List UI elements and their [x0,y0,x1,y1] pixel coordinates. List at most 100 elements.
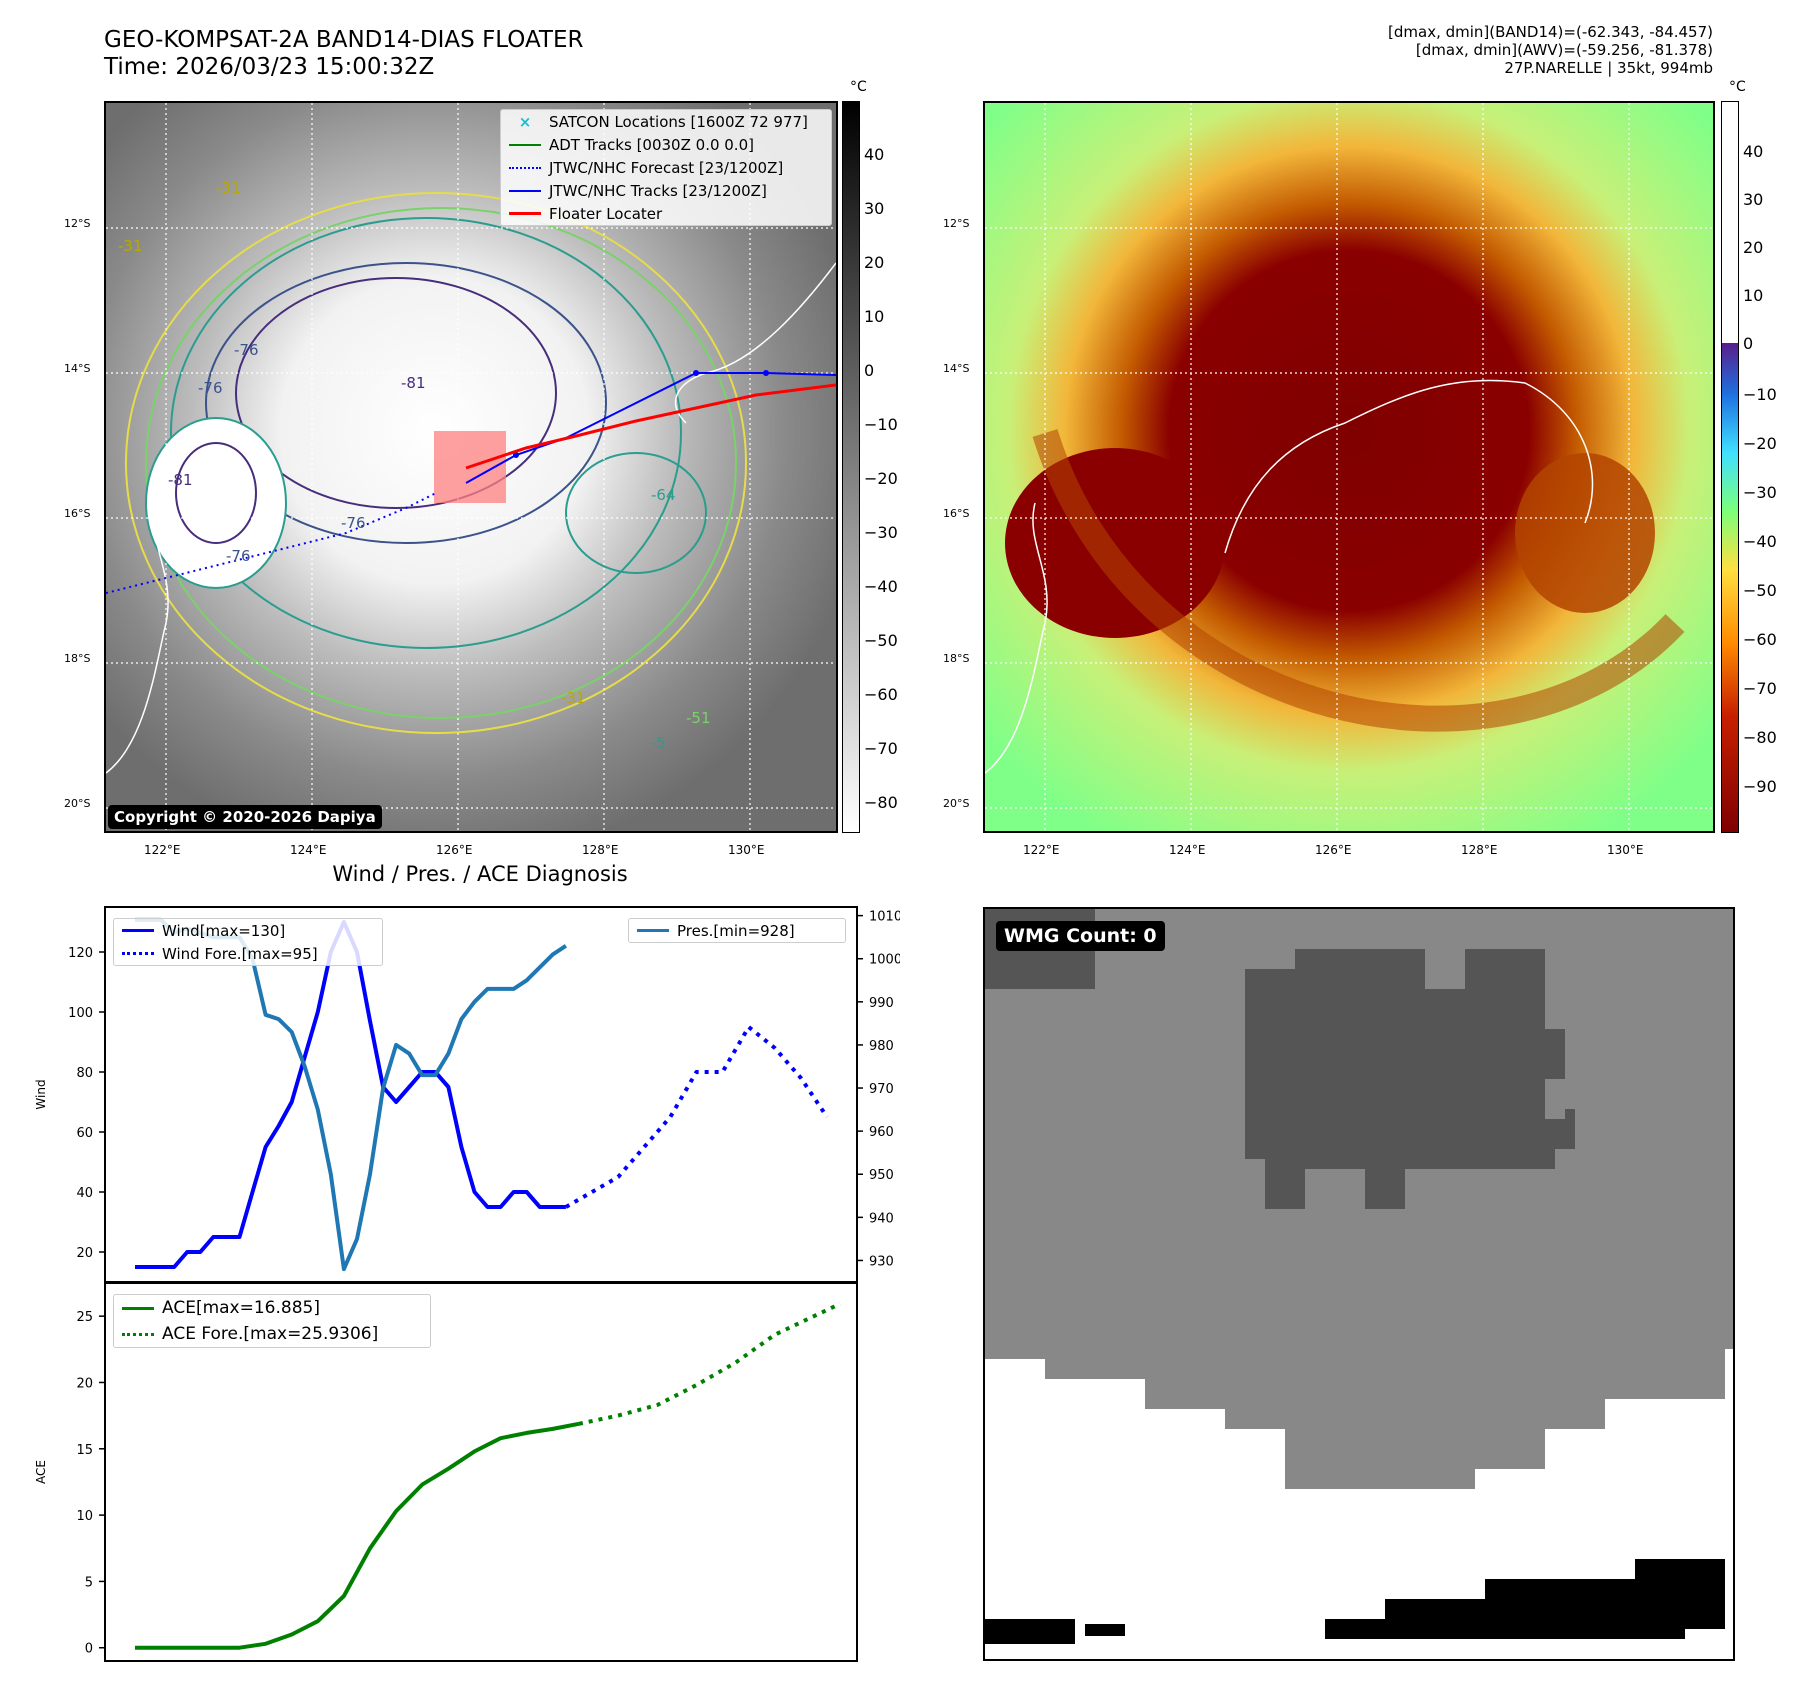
awv-colorbar [1721,101,1739,833]
lat-label: 12°S [943,217,970,230]
contour-teal [170,217,682,649]
awv-map-image [985,103,1713,831]
info-band14: [dmax, dmin](BAND14)=(-62.343, -84.457) [1388,23,1713,41]
legend-satcon: × SATCON Locations [1600Z 72 977] [501,110,831,133]
legend-label: Pres.[min=928] [677,921,795,940]
lon-label: 124°E [290,843,327,857]
ir-title-line1: GEO-KOMPSAT-2A BAND14-DIAS FLOATER [104,27,584,53]
colorbar-tick: −80 [1743,728,1777,747]
legend-label: Wind[max=130] [162,921,286,940]
ace-chart: 0 5 10 15 20 25 ACE [34,1283,858,1662]
y-tick-label: 100 [68,1006,93,1021]
series-line-pres- [135,917,567,1272]
contour-label: -76 [234,341,259,359]
lon-label: 128°E [1461,843,1498,857]
contour-label: -76 [341,514,366,532]
legend-wind-forecast: Wind Fore.[max=95] [114,942,382,965]
floater-locater-track [465,383,836,470]
legend-floater: Floater Locater [501,202,831,225]
awv-map-panel [983,101,1715,833]
awv-coastline [1224,379,1594,554]
coastline-west [106,502,169,774]
plot-frame [104,1283,858,1662]
colorbar-tick: −70 [1743,679,1777,698]
awv-coastline-west [985,502,1048,774]
lon-label: 130°E [1607,843,1644,857]
track-line-swatch [509,189,541,192]
awv-west-cell [1005,448,1225,638]
y-right-tick-label: 970 [869,1082,894,1097]
wmg-count-badge: WMG Count: 0 [996,921,1165,951]
wmg-panel: WMG Count: 0 [983,907,1735,1661]
colorbar-tick: −30 [864,523,898,542]
contour-lightgreen [145,207,737,719]
legend-pressure: Pres.[min=928] [629,919,845,942]
legend-label: ACE[max=16.885] [162,1298,320,1318]
wmg-black-cell [985,1619,1075,1644]
colorbar-tick: −60 [1743,630,1777,649]
lat-label: 18°S [64,652,91,665]
legend-adt: ADT Tracks [0030Z 0.0 0.0] [501,133,831,156]
ir-title-line2: Time: 2026/03/23 15:00:32Z [104,54,435,80]
ir-map-panel: -81 -81 -76 -76 -76 -76 -64 -31 -31 -31 … [104,101,838,833]
colorbar-tick: −50 [1743,581,1777,600]
contour-yellow [125,192,747,734]
colorbar-tick: −20 [864,469,898,488]
colorbar-tick: −30 [1743,483,1777,502]
colorbar-tick: 20 [864,253,885,272]
wind-legend: Wind[max=130] Wind Fore.[max=95] [113,918,383,966]
y-tick-label: 120 [68,946,93,961]
intensity-info: [dmax, dmin](BAND14)=(-62.343, -84.457) … [1388,23,1713,77]
floater-line-swatch [509,212,541,215]
contour-label: -31 [561,689,586,707]
lon-label: 122°E [1023,843,1060,857]
y-right-tick-label: 940 [869,1211,894,1226]
contour-label: -31 [118,237,143,255]
colorbar-tick: 30 [864,199,885,218]
legend-jtwc-tracks: JTWC/NHC Tracks [23/1200Z] [501,179,831,202]
adt-line-swatch [509,143,541,146]
legend-label: SATCON Locations [1600Z 72 977] [549,112,808,131]
contour-purple [235,277,557,509]
wmg-grid-image [985,909,1733,1644]
series-line-wind [135,920,566,1269]
series-line-wind-fore- [564,1025,829,1209]
y-right-tick-label: 990 [869,996,894,1011]
lat-label: 16°S [943,507,970,520]
legend-label: Wind Fore.[max=95] [162,944,318,963]
colorbar-tick: −60 [864,685,898,704]
y-right-tick-label: 950 [869,1168,894,1183]
contour-label: -51 [686,709,711,727]
contour-label: -31 [216,179,241,197]
contour-label: -81 [401,374,426,392]
legend-jtwc-forecast: JTWC/NHC Forecast [23/1200Z] [501,156,831,179]
legend-ace: ACE[max=16.885] [114,1295,430,1321]
jtwc-track-point [763,370,769,376]
legend-wind: Wind[max=130] [114,919,382,942]
lon-label: 124°E [1169,843,1206,857]
colorbar-tick: −20 [1743,434,1777,453]
colorbar-tick: 0 [864,361,875,380]
legend-ace-forecast: ACE Fore.[max=25.9306] [114,1321,430,1347]
lat-label: 16°S [64,507,91,520]
colorbar-tick: 40 [1743,142,1764,161]
contour-label-group: -81 -81 -76 -76 -76 -76 -64 -31 -31 -31 … [118,179,711,752]
contour-blue [205,262,607,544]
y-axis-label: ACE [34,1460,48,1484]
legend-label: JTWC/NHC Forecast [23/1200Z] [549,158,784,177]
ace-legend: ACE[max=16.885] ACE Fore.[max=25.9306] [113,1294,431,1348]
ir-colorbar-unit: °C [850,79,867,95]
y-tick-label: 5 [85,1575,93,1590]
lat-label: 18°S [943,652,970,665]
y-tick-label: 20 [76,1376,93,1391]
lon-label: 126°E [436,843,473,857]
series-line-ace [135,1421,580,1650]
y-right-tick-label: 960 [869,1125,894,1140]
y-tick-label: 10 [76,1509,93,1524]
info-storm: 27P.NARELLE | 35kt, 994mb [1504,59,1713,77]
copyright-badge: Copyright © 2020-2026 Dapiya [108,805,382,829]
colorbar-tick: −80 [864,793,898,812]
diag-title: Wind / Pres. / ACE Diagnosis [332,862,628,886]
lat-label: 12°S [64,217,91,230]
y-tick-label: 0 [85,1642,93,1657]
